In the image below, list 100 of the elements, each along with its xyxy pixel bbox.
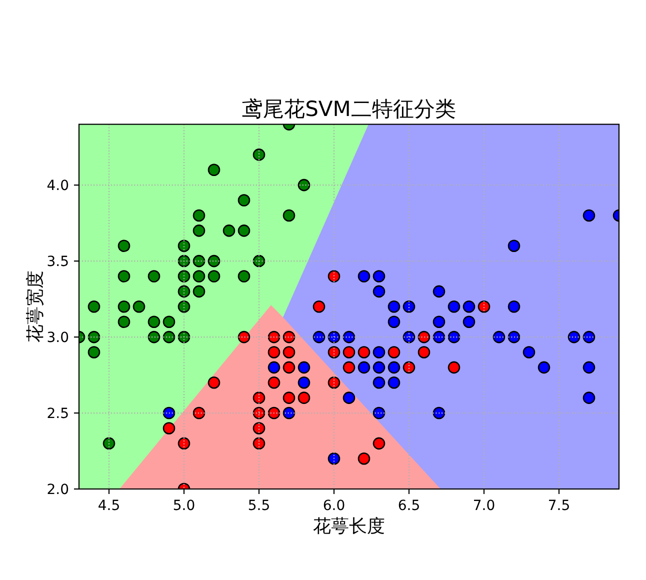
point [268, 361, 280, 374]
point [178, 300, 190, 313]
x-tick-label: 7.0 [472, 498, 496, 514]
x-tick-label: 5.5 [248, 498, 270, 514]
point [252, 254, 266, 268]
point [492, 330, 506, 344]
point [298, 392, 310, 404]
point [192, 406, 206, 420]
point [132, 300, 146, 313]
point [162, 406, 176, 420]
point [358, 270, 370, 282]
point [388, 300, 400, 313]
point [208, 270, 220, 282]
point [192, 254, 206, 268]
point [372, 361, 386, 374]
point [118, 270, 130, 282]
point [252, 148, 266, 161]
point [178, 254, 190, 268]
x-tick-label: 5.0 [172, 498, 196, 514]
point [282, 330, 296, 344]
y-tick-label: 3.0 [46, 330, 69, 346]
point [238, 330, 250, 344]
point [328, 452, 340, 465]
point [508, 300, 520, 313]
point [178, 240, 190, 252]
point [372, 437, 386, 450]
point [582, 361, 596, 374]
point [282, 209, 296, 222]
point [432, 406, 446, 420]
point [298, 178, 310, 192]
point [328, 330, 340, 344]
point [522, 346, 536, 358]
x-axis-title: 花萼长度 [313, 516, 385, 537]
point [432, 330, 446, 344]
y-tick-label: 3.5 [46, 254, 69, 270]
point [238, 270, 250, 282]
point [372, 285, 386, 298]
point [372, 376, 386, 389]
point [118, 240, 130, 252]
point [148, 330, 160, 344]
point [342, 361, 356, 374]
point [208, 164, 220, 176]
point [582, 330, 596, 344]
point [162, 422, 176, 434]
point [478, 300, 490, 313]
point [118, 300, 130, 313]
point [328, 270, 340, 282]
point [282, 392, 296, 404]
point [418, 330, 430, 344]
point [388, 376, 400, 389]
point [268, 330, 280, 344]
point [238, 194, 250, 206]
point [538, 361, 550, 374]
point [342, 330, 356, 344]
point [508, 240, 520, 252]
point [222, 224, 236, 237]
point [238, 224, 250, 237]
point [192, 285, 206, 298]
point [282, 406, 296, 420]
point [358, 346, 370, 358]
point [268, 346, 280, 358]
point [148, 270, 160, 282]
point [358, 452, 370, 465]
y-tick-label: 2.5 [46, 406, 69, 422]
x-tick-label: 6.5 [398, 498, 420, 514]
point [252, 437, 266, 450]
point [88, 300, 100, 313]
point [178, 437, 190, 450]
point [252, 422, 266, 434]
point [418, 346, 430, 358]
point [372, 270, 386, 282]
y-tick-label: 2.0 [46, 482, 69, 498]
point [102, 437, 116, 450]
point [448, 361, 460, 374]
point [582, 209, 596, 222]
point [448, 300, 460, 313]
x-tick-label: 6.0 [322, 498, 346, 514]
point [178, 285, 190, 298]
point [282, 346, 296, 358]
point [462, 300, 476, 313]
chart-title: 鸢尾花SVM二特征分类 [242, 97, 456, 121]
point [342, 392, 356, 404]
point [118, 316, 130, 328]
point [328, 376, 340, 389]
point [178, 270, 190, 282]
point [328, 346, 340, 358]
x-tick-label: 4.5 [98, 498, 120, 514]
point [342, 346, 356, 358]
point [298, 376, 310, 389]
point [88, 346, 100, 358]
point [252, 392, 266, 404]
point [208, 376, 220, 389]
point [268, 406, 280, 420]
point [298, 361, 310, 374]
point [282, 361, 296, 374]
point [432, 285, 446, 298]
point [582, 392, 596, 404]
point [162, 330, 176, 344]
point [432, 316, 446, 328]
point [508, 330, 520, 344]
